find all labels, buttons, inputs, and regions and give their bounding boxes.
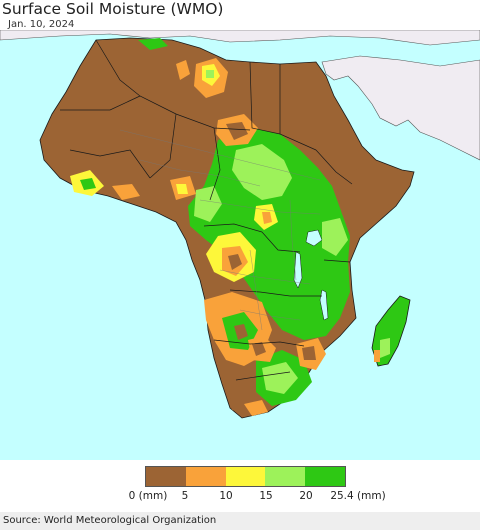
moisture-fill: [70, 38, 404, 416]
soil-moisture-map: [0, 30, 480, 460]
page-title: Surface Soil Moisture (WMO): [2, 0, 224, 18]
legend-tick: 5: [181, 490, 189, 502]
arabia-sea-gap: [328, 80, 366, 124]
legend-tick: 0 (mm): [128, 490, 168, 502]
country-borders: [60, 39, 353, 381]
europe-land: [0, 30, 480, 46]
source-bar: Source: World Meteorological Organizatio…: [0, 512, 480, 530]
map-date: Jan. 10, 2024: [8, 19, 75, 30]
legend-tick: 25.4 (mm): [330, 490, 386, 502]
middle-east-land: [321, 55, 480, 161]
legend-bin-15-20: [265, 467, 306, 486]
color-legend: [145, 466, 346, 487]
legend-tick: 10: [219, 490, 233, 502]
legend-tick: 20: [299, 490, 313, 502]
lake-malawi: [319, 289, 329, 321]
legend-bin-0-5: [146, 467, 186, 486]
legend-bin-5-10: [185, 467, 226, 486]
legend-ticks: 0 (mm) 5 10 15 20 25.4 (mm): [0, 490, 480, 504]
legend-tick: 15: [259, 490, 273, 502]
legend-bin-20-25: [305, 467, 345, 486]
source-text: Source: World Meteorological Organizatio…: [3, 515, 217, 526]
legend-bin-10-15: [225, 467, 266, 486]
lake-victoria: [305, 229, 323, 247]
